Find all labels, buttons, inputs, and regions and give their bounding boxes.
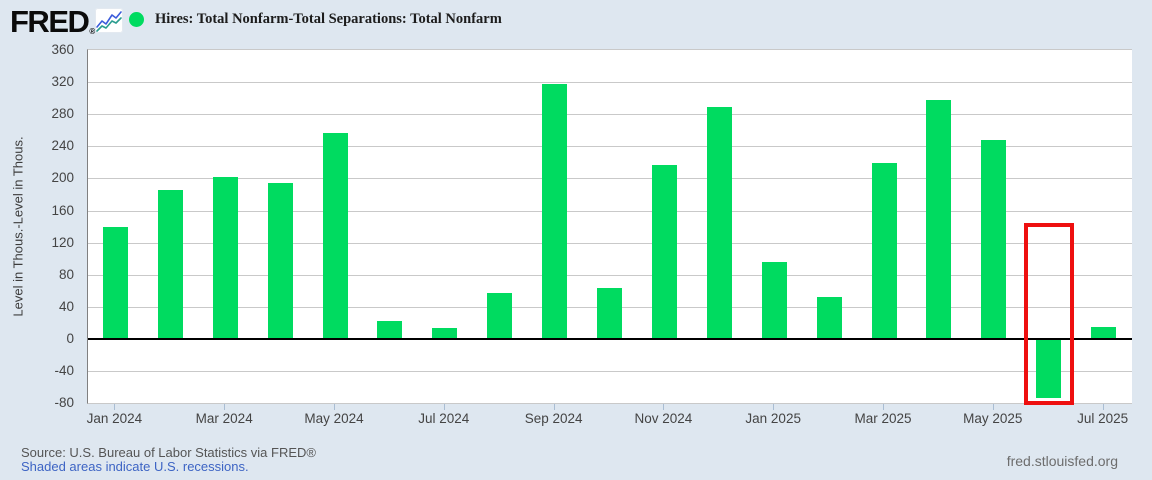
y-tick-label: 360 bbox=[51, 42, 74, 57]
x-tick-mark bbox=[1102, 404, 1104, 410]
recessions-link[interactable]: Shaded areas indicate U.S. recessions. bbox=[21, 459, 249, 474]
bar-mar-2025 bbox=[871, 163, 897, 339]
x-tick-label: Nov 2024 bbox=[634, 411, 693, 426]
gridline bbox=[88, 274, 1132, 276]
bar-oct-2024 bbox=[597, 288, 622, 339]
bar-feb-2025 bbox=[816, 297, 842, 339]
series-title: Hires: Total Nonfarm-Total Separations: … bbox=[155, 11, 502, 27]
registered-mark: ® bbox=[89, 27, 96, 36]
y-axis: 360 320 280 240 200 160 120 80 40 0 -40 -80 bbox=[0, 43, 74, 410]
x-tick-mark bbox=[334, 404, 335, 410]
y-tick-label: 320 bbox=[51, 74, 74, 90]
gridline bbox=[88, 82, 1132, 84]
x-tick-label: Mar 2024 bbox=[195, 411, 253, 426]
bar-jul-2025 bbox=[1091, 326, 1117, 339]
legend-marker-dot bbox=[129, 12, 144, 27]
gridline bbox=[88, 370, 1132, 372]
y-tick-label: -40 bbox=[54, 362, 74, 378]
bar-apr-2025 bbox=[926, 99, 952, 339]
y-tick-label: 240 bbox=[51, 138, 74, 154]
bar-dec-2024 bbox=[706, 107, 732, 339]
x-tick-mark bbox=[663, 404, 665, 410]
x-tick-label: Jan 2024 bbox=[86, 411, 143, 426]
x-tick-mark bbox=[553, 404, 555, 410]
gridline bbox=[88, 242, 1132, 244]
x-tick-label: May 2024 bbox=[304, 411, 364, 426]
bar-apr-2024 bbox=[267, 183, 293, 339]
x-tick-mark bbox=[224, 404, 226, 410]
fred-url[interactable]: fred.stlouisfed.org bbox=[1006, 453, 1118, 469]
x-tick-mark bbox=[992, 404, 994, 410]
fred-logo-text: FRED bbox=[10, 4, 90, 39]
bar-nov-2024 bbox=[651, 164, 677, 339]
x-tick-mark bbox=[114, 404, 116, 410]
y-tick-label: 160 bbox=[51, 202, 74, 218]
bar-aug-2024 bbox=[487, 293, 513, 339]
bar-may-2025 bbox=[981, 139, 1007, 339]
bar-jun-2024 bbox=[377, 321, 403, 339]
gridline bbox=[88, 210, 1132, 212]
gridline bbox=[88, 178, 1132, 180]
y-tick-label: 40 bbox=[58, 298, 74, 314]
zero-axis-line bbox=[88, 337, 1132, 340]
y-tick-label: 80 bbox=[58, 266, 74, 282]
fred-logo[interactable]: FRED ® bbox=[10, 4, 95, 40]
y-tick-label: 120 bbox=[51, 234, 74, 250]
x-tick-label: Jul 2025 bbox=[1077, 411, 1129, 426]
y-tick-label: -80 bbox=[54, 395, 74, 410]
y-tick-label: 280 bbox=[51, 106, 74, 122]
x-tick-mark bbox=[443, 404, 445, 410]
x-tick-label: Sep 2024 bbox=[524, 411, 583, 426]
x-tick-label: Jan 2025 bbox=[745, 411, 801, 426]
bar-jun-2025 bbox=[1036, 338, 1062, 399]
x-tick-mark bbox=[773, 404, 775, 410]
bar-mar-2024 bbox=[212, 176, 238, 339]
source-text: Source: U.S. Bureau of Labor Statistics … bbox=[21, 445, 316, 460]
gridline bbox=[88, 146, 1132, 148]
bar-jan-2024 bbox=[102, 226, 128, 339]
bar-may-2024 bbox=[322, 132, 348, 339]
x-tick-label: Mar 2025 bbox=[854, 411, 912, 426]
x-tick-label: Jul 2024 bbox=[418, 411, 470, 426]
x-axis: Jan 2024 Mar 2024 May 2024 Jul 2024 Sep 2024… bbox=[87, 404, 1137, 436]
header: FRED ® Hires: Total Nonfarm-Total Separa… bbox=[0, 0, 1152, 40]
y-tick-label: 0 bbox=[66, 330, 74, 346]
bar-jul-2024 bbox=[432, 327, 458, 339]
plot-area bbox=[87, 49, 1132, 405]
gridline bbox=[88, 114, 1132, 116]
x-tick-mark bbox=[883, 404, 884, 410]
bar-feb-2024 bbox=[157, 190, 183, 339]
x-tick-label: May 2025 bbox=[963, 411, 1023, 426]
bar-sep-2024 bbox=[542, 83, 568, 339]
bar-jan-2025 bbox=[761, 261, 787, 339]
highlight-box bbox=[1023, 222, 1074, 405]
y-tick-label: 200 bbox=[51, 170, 74, 186]
line-chart-icon bbox=[95, 8, 123, 33]
